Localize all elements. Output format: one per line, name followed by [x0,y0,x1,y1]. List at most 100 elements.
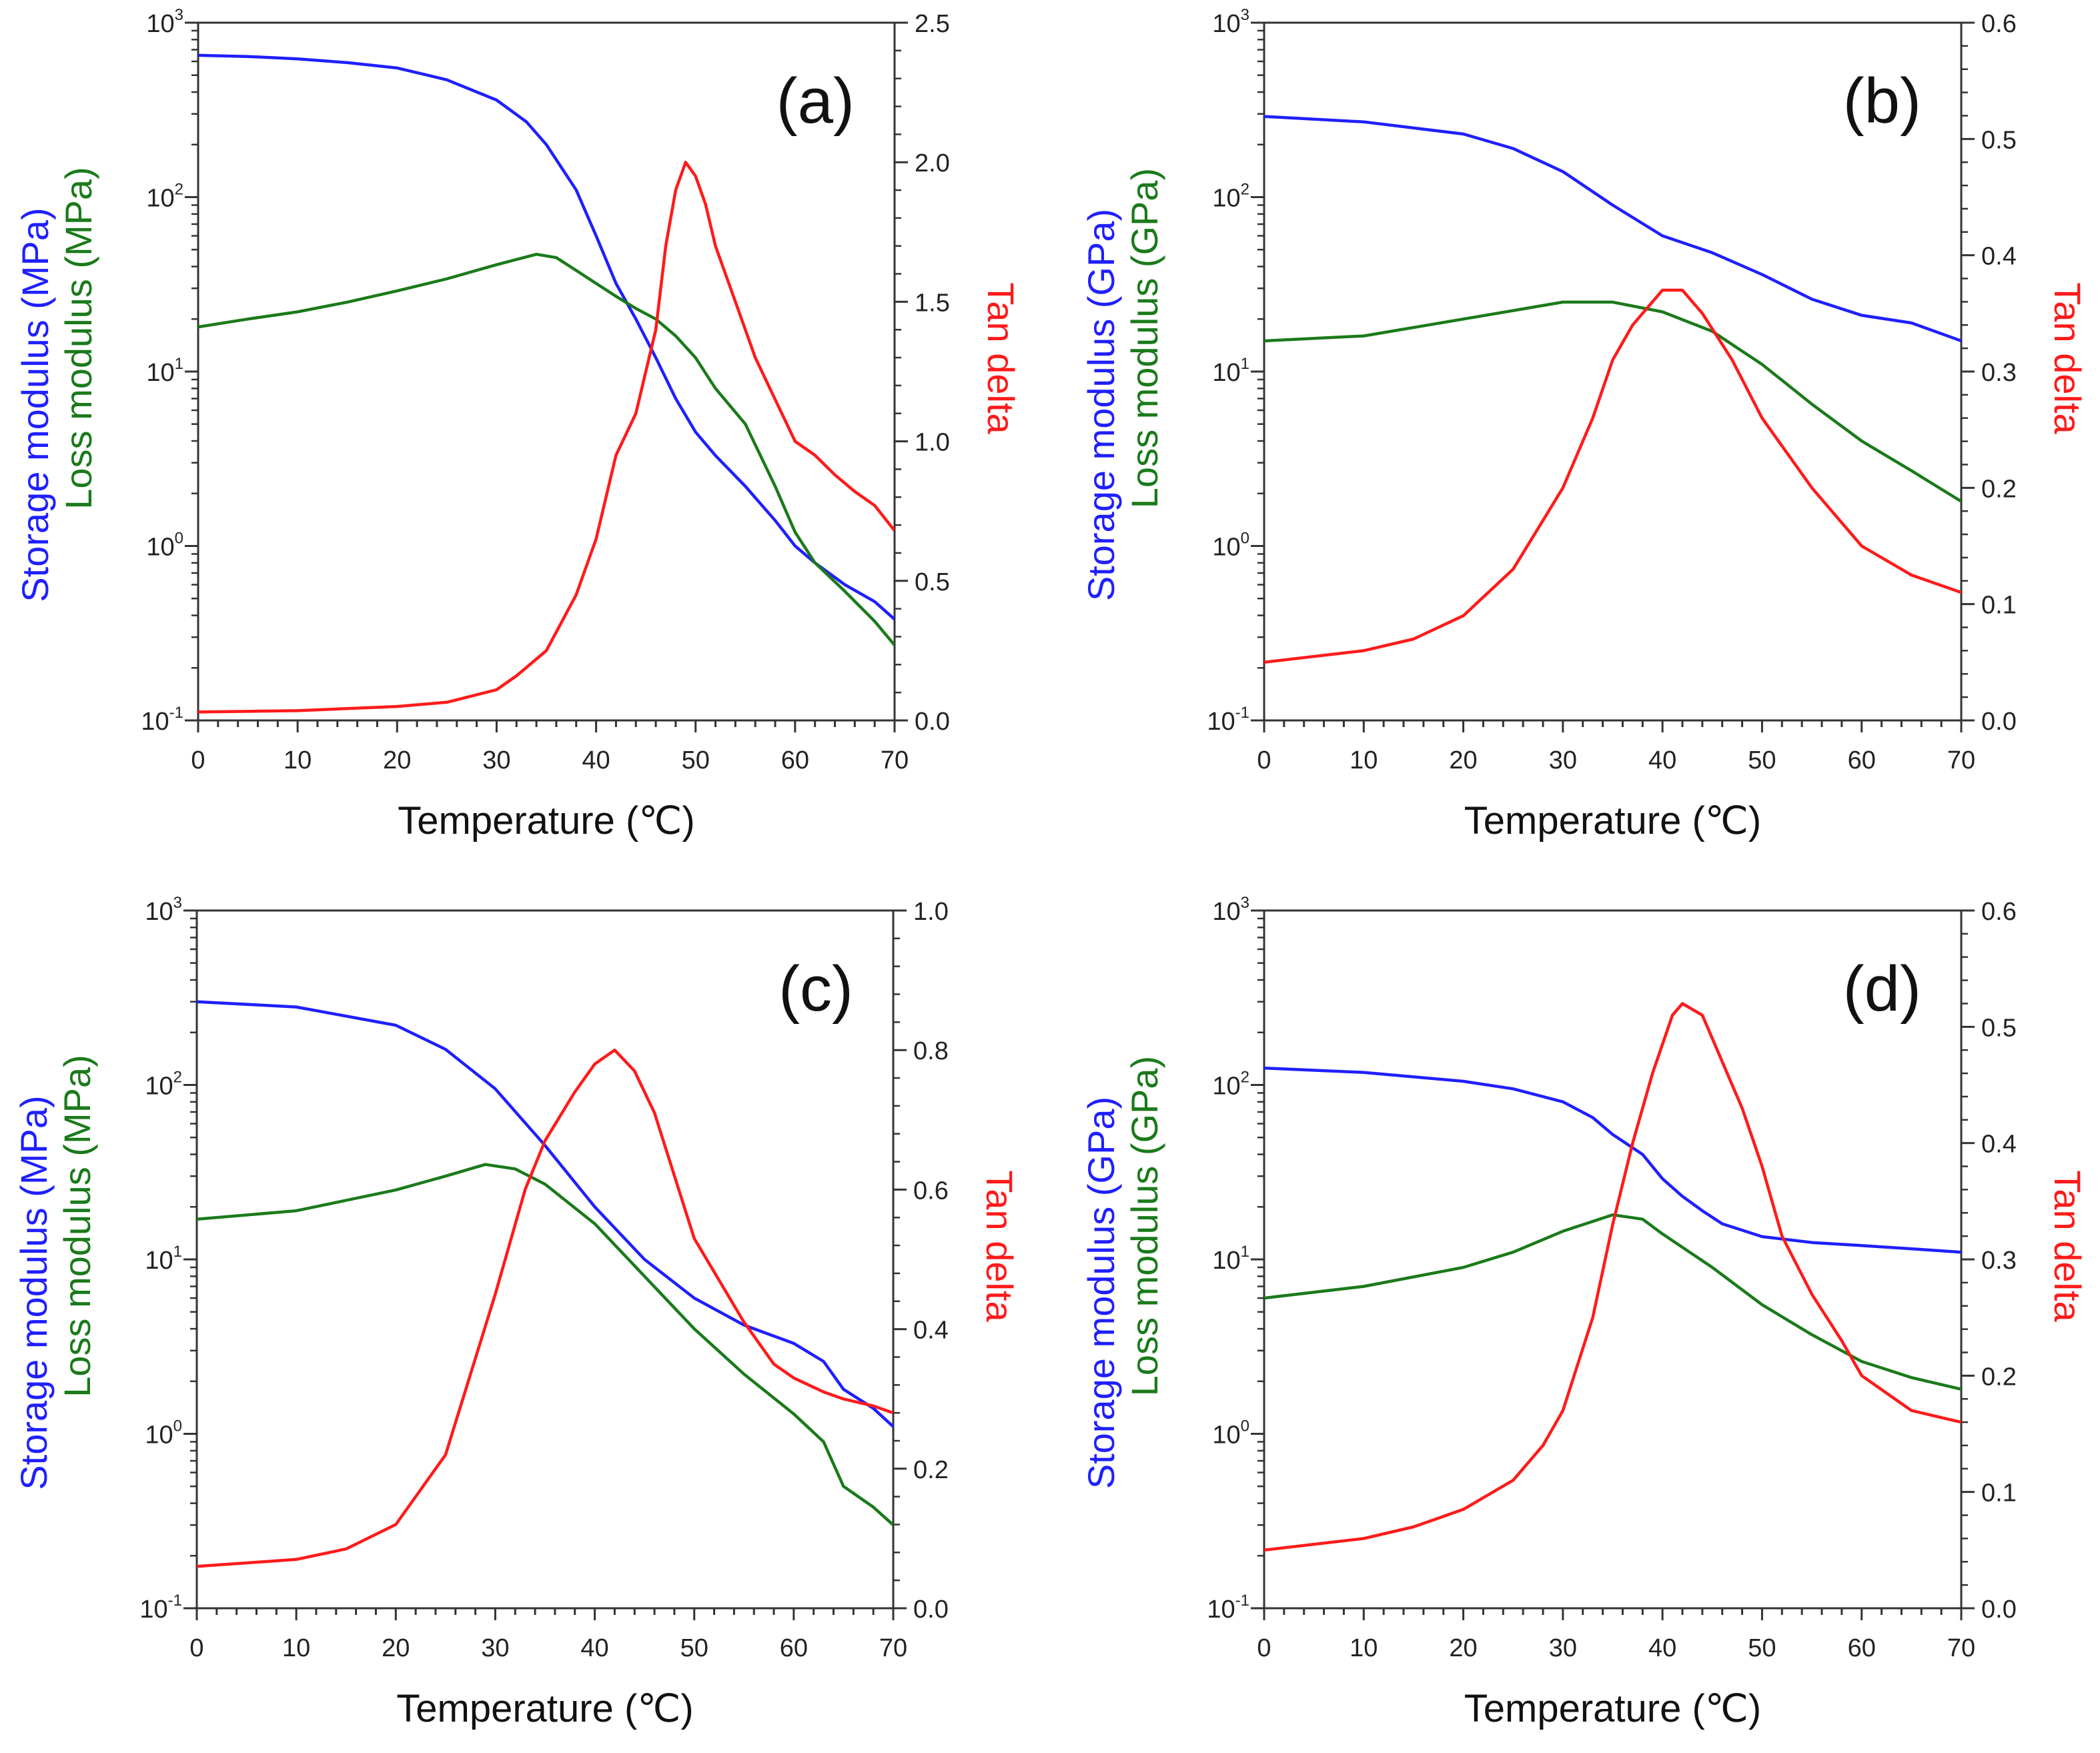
y-left-tick-label: 100 [1212,530,1249,562]
storage-modulus-line [1264,1066,1961,1254]
x-tick-label: 10 [1350,746,1378,774]
y-left-title-loss: Loss modulus (MPa) [56,1055,98,1397]
x-tick-label: 30 [1549,1634,1577,1662]
y-right-tick-label: 0.6 [913,1177,949,1205]
y-right-tick-label: 0.6 [1981,898,2017,926]
y-right-title: Tan delta [2047,282,2089,434]
x-tick-label: 50 [680,1634,708,1662]
y-left-tick-label: 102 [1212,1069,1249,1101]
x-tick-label: 50 [682,746,710,774]
y-right-tick-label: 0.0 [913,1596,949,1624]
y-left-tick-label: 103 [145,894,182,926]
chart-panel-d: 0 10 20 30 40 50 60 70 10-1 100 101 102 103 0.0 0.1 0.2… [1080,894,2089,1730]
storage-modulus-line [1264,115,1961,343]
y-left-title-storage: Storage modulus (MPa) [13,1095,55,1490]
x-tick-label: 60 [1848,746,1876,774]
y-left-tick-label: 101 [145,1243,182,1275]
x-tick-label: 60 [1848,1634,1876,1662]
y-left-tick-label: 103 [146,6,183,38]
y-right-tick-label: 0.2 [1981,475,2017,503]
y-left-tick-label: 102 [1212,181,1249,213]
tan-delta-line [198,160,895,714]
y-left-tick-label: 10-1 [1207,1592,1249,1624]
x-tick-label: 20 [382,1634,410,1662]
y-left-title-storage: Storage modulus (MPa) [14,207,56,602]
y-right-tick-label: 0.0 [915,708,950,736]
y-left-tick-label: 102 [146,181,183,213]
tan-delta-line [1264,288,1961,664]
y-left-tick-label: 100 [146,530,183,562]
y-right-tick-label: 1.0 [913,898,949,926]
y-right-tick-label: 0.6 [1981,10,2017,38]
y-right-tick-label: 1.0 [915,429,950,457]
y-left-tick-label: 103 [1212,6,1249,38]
y-right-title: Tan delta [979,1170,1021,1322]
chart-panel-c: 0 10 20 30 40 50 60 70 10-1 100 101 102 103 0.0 0.2 0.4… [13,894,1021,1730]
y-left-tick-label: 10-1 [139,1592,182,1624]
y-right-tick-label: 0.4 [913,1317,949,1345]
panel-label: (a) [776,65,855,137]
tan-delta-line [197,1048,893,1568]
x-axis-title: Temperature (℃) [398,799,694,842]
y-left-tick-label: 10-1 [1207,704,1249,736]
y-right-tick-label: 0.4 [1981,243,2017,271]
x-tick-label: 40 [1648,746,1676,774]
loss-modulus-line [1264,300,1961,503]
x-axis-title: Temperature (℃) [1464,799,1761,842]
y-right-tick-label: 0.2 [1981,1363,2017,1391]
x-tick-label: 40 [1648,1634,1676,1662]
y-left-title-loss: Loss modulus (GPa) [1123,168,1165,508]
y-left-tick-label: 101 [146,355,183,387]
panel-label: (d) [1843,953,1921,1025]
y-right-tick-label: 0.1 [1981,592,2017,620]
x-tick-label: 0 [1257,1634,1271,1662]
x-tick-label: 0 [189,1634,203,1662]
y-right-tick-label: 0.8 [913,1037,949,1065]
y-left-tick-label: 10-1 [141,704,183,736]
x-tick-label: 20 [383,746,411,774]
y-right-tick-label: 0.4 [1981,1131,2017,1159]
tan-delta-line [1264,1002,1961,1552]
x-tick-label: 30 [1549,746,1577,774]
storage-modulus-line [197,1000,893,1428]
y-right-tick-label: 2.0 [915,149,950,177]
x-tick-label: 0 [191,746,205,774]
x-tick-label: 20 [1449,746,1477,774]
y-right-tick-label: 2.5 [915,10,950,38]
x-tick-label: 40 [580,1634,608,1662]
loss-modulus-line [198,252,895,646]
y-right-tick-label: 0.3 [1981,359,2017,387]
y-right-tick-label: 0.2 [913,1456,949,1484]
x-tick-label: 60 [781,746,809,774]
y-left-title-storage: Storage modulus (GPa) [1080,1097,1122,1489]
y-right-title: Tan delta [2047,1170,2089,1322]
y-right-tick-label: 0.3 [1981,1247,2017,1275]
y-left-tick-label: 101 [1212,1243,1249,1275]
x-axis-title: Temperature (℃) [1464,1687,1761,1730]
panel-label: (c) [778,953,853,1025]
y-left-tick-label: 100 [1212,1417,1249,1449]
x-tick-label: 10 [284,746,312,774]
y-left-tick-label: 103 [1212,894,1249,926]
x-tick-label: 10 [1350,1634,1378,1662]
x-tick-label: 40 [582,746,610,774]
y-right-tick-label: 0.1 [1981,1480,2017,1508]
y-right-tick-label: 0.0 [1981,1596,2017,1624]
chart-panel-a: 0 10 20 30 40 50 60 70 10-1 100 101 102 103 0.0 0.5 1.0… [14,6,1022,842]
y-left-title-loss: Loss modulus (GPa) [1123,1056,1165,1396]
x-tick-label: 60 [780,1634,808,1662]
y-left-title-storage: Storage modulus (GPa) [1080,209,1122,601]
chart-panel-b: 0 10 20 30 40 50 60 70 10-1 100 101 102 103 0.0 0.1 0.2… [1080,6,2089,842]
x-tick-label: 30 [481,1634,509,1662]
x-tick-label: 20 [1449,1634,1477,1662]
x-tick-label: 70 [881,746,909,774]
y-left-tick-label: 102 [145,1069,182,1101]
y-right-tick-label: 0.5 [1981,126,2017,154]
storage-modulus-line [198,53,895,621]
y-right-tick-label: 1.5 [915,289,950,317]
y-left-title-loss: Loss modulus (MPa) [57,167,99,510]
y-left-tick-label: 100 [145,1417,182,1449]
x-tick-label: 70 [1947,746,1975,774]
x-tick-label: 0 [1257,746,1271,774]
